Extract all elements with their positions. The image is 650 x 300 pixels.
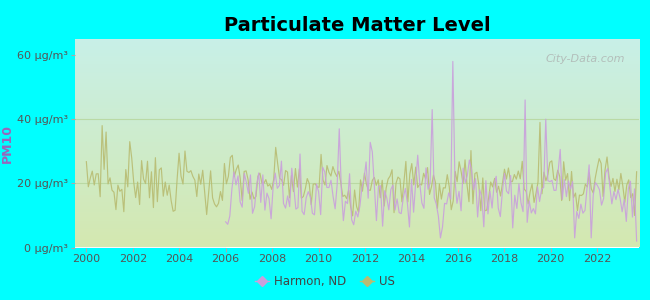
Legend: Harmon, ND, US: Harmon, ND, US [250,270,400,292]
Y-axis label: PM10: PM10 [1,124,14,163]
Title: Particulate Matter Level: Particulate Matter Level [224,16,490,35]
Text: City-Data.com: City-Data.com [545,54,625,64]
